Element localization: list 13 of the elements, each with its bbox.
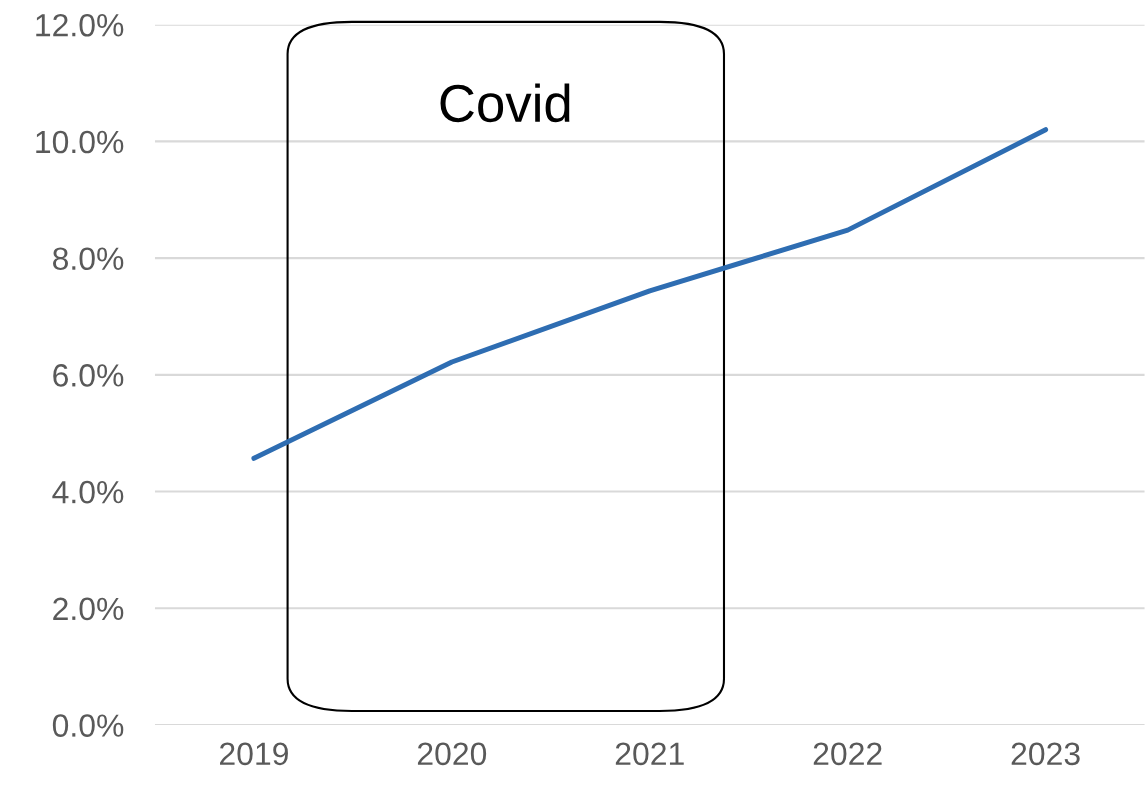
y-tick-label: 2.0% (53, 597, 124, 621)
annotation: Covid (440, 83, 570, 123)
y-tick-label: 4.0% (52, 480, 124, 504)
y-tick-label: 12.0% (36, 13, 124, 37)
x-tick-label: 2023 (1011, 742, 1080, 766)
x-tick-label: 2019 (220, 742, 288, 766)
x-tick-label: 2020 (417, 742, 487, 766)
y-tick-label: 10.0% (36, 130, 124, 154)
y-tick-label: 6.0% (53, 364, 124, 387)
y-tick-label: 8.0% (53, 247, 124, 271)
x-tick-label: 2021 (615, 742, 684, 766)
y-tick-label: 0.0% (52, 714, 124, 737)
x-tick-label: 2022 (813, 742, 882, 766)
